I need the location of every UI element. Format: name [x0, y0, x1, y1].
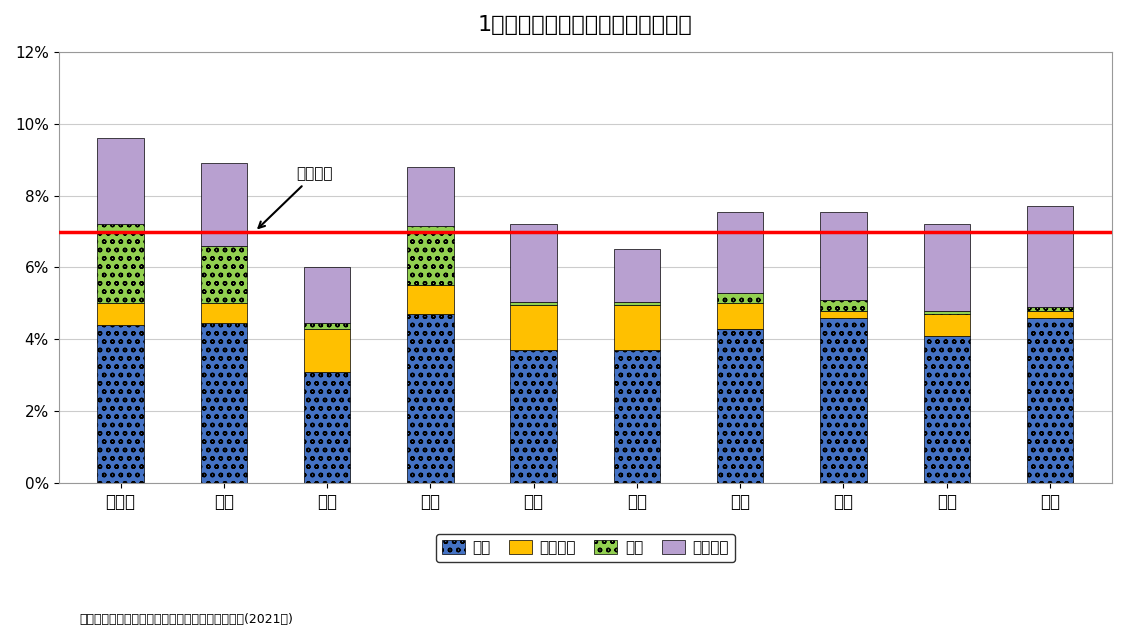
Bar [304, 372, 350, 483]
Bar [923, 314, 970, 336]
Bar [97, 224, 144, 303]
Bar [923, 336, 970, 483]
Bar [407, 314, 454, 483]
Legend: 電気, 都市ガス, 灯油, ガソリン: 電気, 都市ガス, 灯油, ガソリン [436, 535, 735, 562]
Bar [717, 293, 763, 303]
Bar [1027, 310, 1073, 318]
Bar [614, 305, 660, 350]
Bar [923, 224, 970, 310]
Bar [820, 212, 867, 300]
Bar [717, 212, 763, 293]
Bar [511, 301, 557, 305]
Bar [820, 300, 867, 310]
Bar [201, 163, 247, 246]
Bar [304, 323, 350, 329]
Bar [717, 303, 763, 329]
Title: 1世帯当たりのエネルギー支出割合: 1世帯当たりのエネルギー支出割合 [478, 15, 693, 35]
Bar [1027, 207, 1073, 307]
Text: （資料）総務省「家計調査（二人以上の世帯）」(2021年): （資料）総務省「家計調査（二人以上の世帯）」(2021年) [79, 612, 293, 626]
Bar [407, 167, 454, 226]
Bar [201, 323, 247, 483]
Bar [407, 286, 454, 314]
Bar [820, 310, 867, 318]
Bar [201, 303, 247, 323]
Bar [511, 305, 557, 350]
Bar [304, 267, 350, 323]
Text: 全国平均: 全国平均 [258, 166, 332, 228]
Bar [97, 325, 144, 483]
Bar [717, 329, 763, 483]
Bar [407, 226, 454, 286]
Bar [1027, 318, 1073, 483]
Bar [97, 303, 144, 325]
Bar [201, 246, 247, 303]
Bar [923, 310, 970, 314]
Bar [511, 350, 557, 483]
Bar [97, 138, 144, 224]
Bar [511, 224, 557, 301]
Bar [820, 318, 867, 483]
Bar [614, 250, 660, 301]
Bar [1027, 307, 1073, 310]
Bar [304, 329, 350, 372]
Bar [614, 301, 660, 305]
Bar [614, 350, 660, 483]
